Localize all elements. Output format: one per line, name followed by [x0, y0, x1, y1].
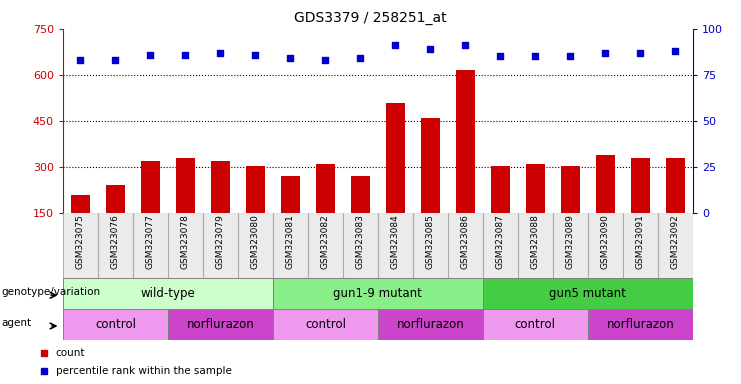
- Text: GSM323091: GSM323091: [636, 214, 645, 269]
- Point: [285, 55, 296, 61]
- Text: GSM323086: GSM323086: [461, 214, 470, 269]
- Bar: [71, 195, 90, 213]
- Text: GSM323075: GSM323075: [76, 214, 85, 269]
- Point: [669, 48, 681, 54]
- Bar: [483, 278, 693, 309]
- Bar: [658, 213, 693, 278]
- Text: GSM323081: GSM323081: [286, 214, 295, 269]
- Text: control: control: [95, 318, 136, 331]
- Point: [250, 51, 262, 58]
- Bar: [273, 309, 378, 340]
- Bar: [343, 213, 378, 278]
- Bar: [238, 213, 273, 278]
- Bar: [350, 176, 370, 213]
- Bar: [133, 213, 168, 278]
- Bar: [63, 213, 98, 278]
- Bar: [308, 213, 343, 278]
- Bar: [63, 278, 273, 309]
- Text: gun1-9 mutant: gun1-9 mutant: [333, 287, 422, 300]
- Point: [494, 53, 506, 60]
- Text: GSM323078: GSM323078: [181, 214, 190, 269]
- Bar: [421, 118, 440, 213]
- Text: GSM323082: GSM323082: [321, 214, 330, 269]
- Text: control: control: [305, 318, 346, 331]
- Text: GSM323084: GSM323084: [391, 214, 400, 269]
- Point: [390, 42, 402, 48]
- Text: GSM323076: GSM323076: [111, 214, 120, 269]
- Bar: [413, 213, 448, 278]
- Bar: [665, 158, 685, 213]
- Text: GSM323083: GSM323083: [356, 214, 365, 269]
- Text: norflurazon: norflurazon: [396, 318, 465, 331]
- Bar: [483, 213, 518, 278]
- Bar: [246, 166, 265, 213]
- Point: [110, 57, 122, 63]
- Point: [179, 51, 191, 58]
- Text: agent: agent: [1, 318, 31, 328]
- Text: genotype/variation: genotype/variation: [1, 287, 100, 297]
- Bar: [168, 213, 203, 278]
- Text: GSM323077: GSM323077: [146, 214, 155, 269]
- Bar: [588, 309, 693, 340]
- Text: count: count: [56, 348, 85, 358]
- Bar: [386, 103, 405, 213]
- Bar: [211, 161, 230, 213]
- Bar: [98, 213, 133, 278]
- Text: GSM323089: GSM323089: [566, 214, 575, 269]
- Text: wild-type: wild-type: [141, 287, 196, 300]
- Bar: [483, 309, 588, 340]
- Text: GSM323092: GSM323092: [671, 214, 679, 269]
- Text: gun5 mutant: gun5 mutant: [549, 287, 626, 300]
- Bar: [588, 213, 623, 278]
- Text: GSM323085: GSM323085: [426, 214, 435, 269]
- Bar: [63, 309, 168, 340]
- Bar: [141, 161, 160, 213]
- Text: GSM323088: GSM323088: [531, 214, 540, 269]
- Text: percentile rank within the sample: percentile rank within the sample: [56, 366, 231, 376]
- Bar: [281, 176, 300, 213]
- Bar: [106, 185, 125, 213]
- Bar: [378, 213, 413, 278]
- Point: [599, 50, 611, 56]
- Point: [459, 42, 471, 48]
- Text: GDS3379 / 258251_at: GDS3379 / 258251_at: [294, 11, 447, 25]
- Bar: [273, 278, 483, 309]
- Point: [75, 57, 87, 63]
- Bar: [176, 158, 195, 213]
- Text: GSM323079: GSM323079: [216, 214, 225, 269]
- Point: [215, 50, 227, 56]
- Text: control: control: [515, 318, 556, 331]
- Bar: [526, 164, 545, 213]
- Bar: [623, 213, 658, 278]
- Bar: [168, 309, 273, 340]
- Bar: [378, 309, 483, 340]
- Bar: [316, 164, 335, 213]
- Point: [634, 50, 646, 56]
- Point: [319, 57, 331, 63]
- Text: GSM323080: GSM323080: [251, 214, 260, 269]
- Point: [144, 51, 156, 58]
- Point: [425, 46, 436, 52]
- Bar: [553, 213, 588, 278]
- Point: [565, 53, 576, 60]
- Text: norflurazon: norflurazon: [187, 318, 254, 331]
- Bar: [518, 213, 553, 278]
- Bar: [448, 213, 483, 278]
- Text: GSM323090: GSM323090: [601, 214, 610, 269]
- Bar: [631, 158, 650, 213]
- Bar: [491, 166, 510, 213]
- Bar: [203, 213, 238, 278]
- Text: GSM323087: GSM323087: [496, 214, 505, 269]
- Bar: [561, 166, 580, 213]
- Point: [529, 53, 541, 60]
- Point: [354, 55, 366, 61]
- Text: norflurazon: norflurazon: [606, 318, 674, 331]
- Bar: [596, 155, 615, 213]
- Bar: [456, 70, 475, 213]
- Bar: [273, 213, 308, 278]
